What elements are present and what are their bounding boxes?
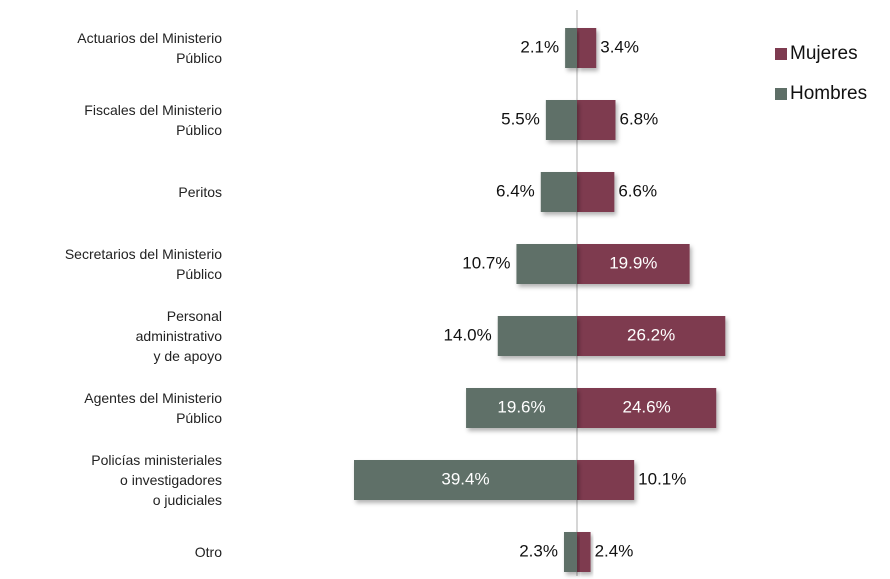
data-label: 5.5% (501, 109, 540, 128)
data-label: 2.3% (519, 541, 558, 560)
category-label: Fiscales del Ministerio Público (84, 102, 222, 138)
bar (563, 532, 577, 572)
category-label: Otro (194, 544, 222, 560)
data-label: 3.4% (600, 37, 639, 56)
data-label: 2.1% (520, 37, 559, 56)
legend-label: Mujeres (790, 43, 858, 64)
bar (577, 100, 616, 140)
category-label: Agentes del Ministerio Público (84, 390, 222, 426)
bar (516, 244, 577, 284)
data-label: 24.6% (623, 397, 671, 416)
data-label: 10.1% (638, 469, 686, 488)
data-label: 19.9% (609, 253, 657, 272)
data-label: 6.4% (496, 181, 535, 200)
bar (577, 28, 597, 68)
category-label: Policías ministeriales o investigadores … (91, 452, 222, 508)
bar (577, 388, 717, 428)
legend-swatch (775, 48, 787, 60)
data-label: 19.6% (497, 397, 545, 416)
legend-label: Hombres (790, 83, 867, 104)
data-label: 39.4% (441, 469, 489, 488)
data-label: 2.4% (595, 541, 634, 560)
legend-swatch (775, 88, 787, 100)
bar (577, 172, 615, 212)
category-label: Actuarios del Ministerio Público (77, 30, 222, 66)
bar (565, 28, 577, 68)
bar (497, 316, 577, 356)
bar (545, 100, 577, 140)
category-label: Secretarios del Ministerio Público (64, 246, 222, 282)
bar (577, 460, 635, 500)
data-label: 10.7% (462, 253, 510, 272)
bar (577, 316, 726, 356)
bar (466, 388, 577, 428)
data-label: 6.8% (619, 109, 658, 128)
data-label: 14.0% (444, 325, 492, 344)
bar (540, 172, 577, 212)
category-label: Peritos (178, 184, 222, 200)
bar (577, 244, 690, 284)
bar (577, 532, 591, 572)
data-label: 6.6% (618, 181, 657, 200)
category-label: Personal administrativo y de apoyo (135, 308, 222, 364)
bar (353, 460, 577, 500)
data-label: 26.2% (627, 325, 675, 344)
